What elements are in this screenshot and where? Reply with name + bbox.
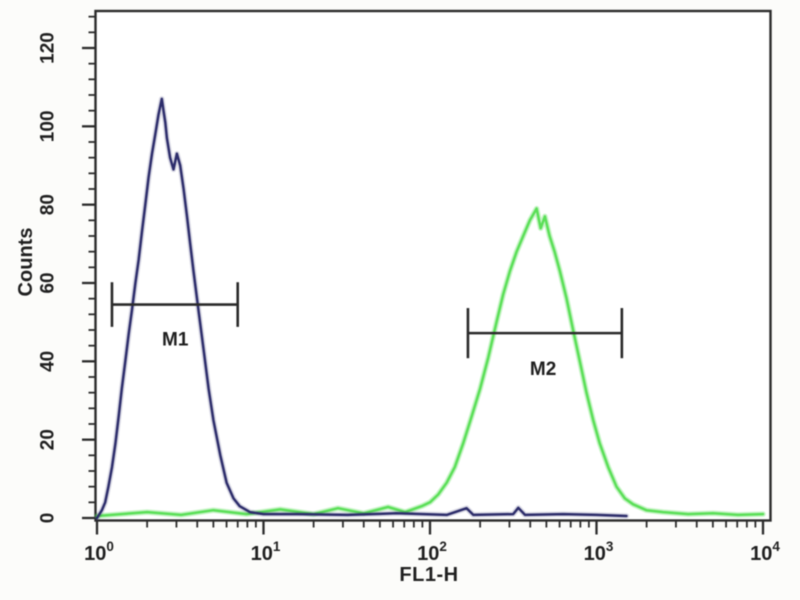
x-tick-label: 104	[750, 539, 780, 565]
x-tick-label: 101	[251, 539, 281, 565]
curve-0	[95, 207, 765, 518]
x-tick-labels: 100 101 102 103 104	[84, 539, 780, 565]
gate-markers: M1 M2	[110, 282, 624, 380]
y-tick-label: 60	[38, 272, 59, 293]
x-axis-title: FL1-H	[399, 564, 458, 586]
y-tick-label: 100	[38, 110, 59, 142]
gate-label-M2: M2	[530, 359, 556, 380]
x-tick-label: 103	[584, 539, 614, 565]
y-axis-title: Counts	[15, 228, 37, 297]
x-tick-label: 102	[417, 539, 447, 565]
x-tick-label: 100	[84, 539, 114, 565]
gate-marker-M2	[466, 308, 624, 359]
gate-label-M1: M1	[162, 330, 189, 351]
y-tick-label: 20	[38, 429, 59, 450]
plot-area	[95, 11, 771, 521]
plot-frame	[94, 9, 772, 522]
y-tick-label: 40	[38, 351, 59, 372]
histogram-curves	[94, 96, 766, 521]
y-tick-label: 80	[38, 194, 59, 215]
curve-1	[95, 97, 628, 520]
y-tick-label: 120	[38, 32, 59, 64]
gate-marker-M1	[110, 282, 240, 327]
y-tick-labels: 0 20 40 60 80 100 120	[38, 32, 59, 523]
y-tick-label: 0	[38, 513, 59, 524]
